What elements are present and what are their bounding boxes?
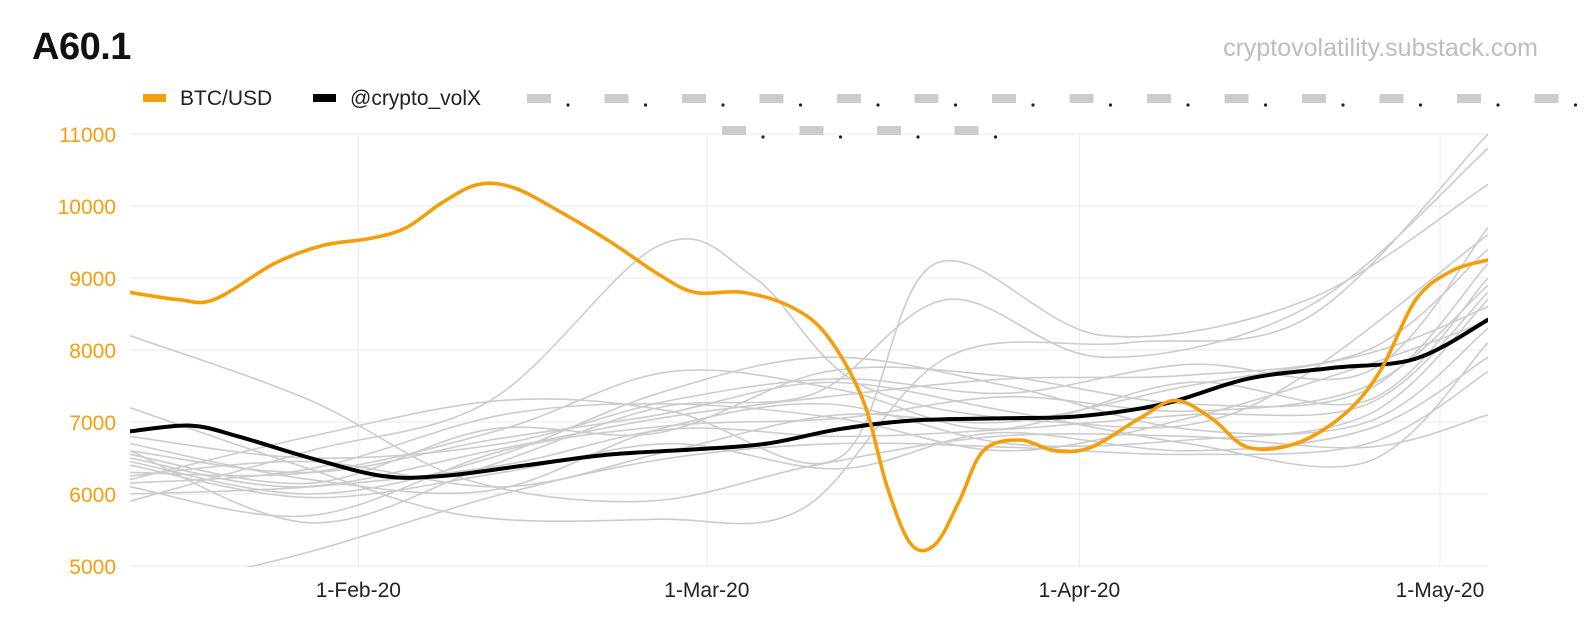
legend-dot-unlabeled: [1418, 103, 1423, 107]
legend-dot-unlabeled: [953, 103, 958, 107]
legend: BTC/USD @crypto_volX: [143, 87, 1578, 139]
legend-dot-unlabeled: [916, 135, 920, 139]
legend-swatch-unlabeled: [799, 126, 824, 135]
peer-series-line-6: [130, 248, 1488, 488]
peer-series-line-16: [130, 291, 1488, 495]
legend-label-btc-usd: BTC/USD: [180, 87, 272, 110]
legend-dot-unlabeled: [1496, 103, 1500, 107]
legend-dot-unlabeled: [721, 103, 725, 107]
x-tick-label: 1-May-20: [1396, 579, 1485, 602]
legend-dot-unlabeled: [798, 103, 803, 107]
peer-series-line-12: [130, 284, 1488, 518]
legend-swatch-unlabeled: [759, 94, 784, 103]
y-tick-label: 11000: [59, 124, 116, 147]
legend-dot-unlabeled: [1108, 103, 1113, 107]
y-tick-label: 10000: [58, 196, 116, 219]
legend-dot-unlabeled: [876, 103, 880, 107]
legend-swatch-unlabeled: [837, 94, 861, 103]
legend-dot-unlabeled: [1573, 103, 1578, 107]
legend-swatch-unlabeled: [992, 94, 1016, 103]
legend-label-crypto-volx: @crypto_volX: [350, 87, 481, 110]
peer-series-line-7: [130, 277, 1488, 477]
x-axis-ticks: 1-Feb-20 1-Mar-20 1-Apr-20 1-May-20: [316, 579, 1485, 602]
peer-series-line-18: [246, 370, 1488, 567]
gridlines: [130, 133, 1488, 567]
peer-series-line-8: [130, 299, 1488, 495]
legend-dot-unlabeled: [1341, 103, 1345, 107]
crypto-volx-series-line: [130, 317, 1488, 480]
x-tick-label: 1-Feb-20: [316, 579, 401, 602]
legend-swatch-unlabeled: [1224, 94, 1249, 103]
peer-series-line-9: [130, 320, 1488, 484]
btc-usd-series-line: [130, 181, 1488, 553]
legend-swatch-unlabeled: [1534, 94, 1559, 103]
legend-swatch-unlabeled: [877, 126, 901, 135]
legend-swatch-unlabeled: [527, 94, 551, 103]
chart-title: A60.1: [32, 26, 131, 68]
highlight-series-group: [130, 181, 1488, 553]
peer-series-line-15: [130, 227, 1488, 459]
legend-swatch-btc-usd: [143, 94, 166, 102]
source-credit: cryptovolatility.substack.com: [1223, 34, 1538, 62]
legend-swatch-unlabeled: [1457, 94, 1481, 103]
legend-swatch-unlabeled: [1302, 94, 1326, 103]
legend-dot-unlabeled: [838, 135, 843, 139]
legend-swatch-unlabeled: [954, 126, 979, 135]
y-tick-label: 9000: [69, 268, 116, 291]
legend-swatch-unlabeled: [722, 126, 746, 135]
y-axis-ticks: 5000 6000 7000 8000 9000 10000 11000: [58, 124, 116, 579]
legend-dot-unlabeled: [643, 103, 648, 107]
peer-series-line-4: [130, 147, 1488, 524]
peer-series-line-17: [130, 327, 1488, 495]
peer-series-line-11: [130, 342, 1488, 474]
y-tick-label: 8000: [69, 340, 116, 363]
y-tick-label: 7000: [69, 412, 116, 435]
peer-series-line-14: [130, 306, 1488, 488]
x-tick-label: 1-Mar-20: [664, 579, 749, 602]
legend-swatch-unlabeled: [604, 94, 629, 103]
legend-swatch-unlabeled: [682, 94, 706, 103]
y-tick-label: 5000: [69, 556, 116, 579]
peer-series-group: [130, 134, 1488, 567]
legend-swatch-unlabeled: [1379, 94, 1404, 103]
peer-series-line-5: [130, 183, 1488, 481]
legend-swatch-unlabeled: [1147, 94, 1171, 103]
legend-swatch-unlabeled: [1069, 94, 1094, 103]
legend-dot-unlabeled: [1263, 103, 1268, 107]
legend-dot-unlabeled: [566, 103, 570, 107]
legend-dot-unlabeled: [1031, 103, 1035, 107]
y-tick-label: 6000: [69, 484, 116, 507]
legend-swatch-unlabeled: [914, 94, 939, 103]
peer-series-line-13: [130, 263, 1488, 485]
legend-swatch-crypto-volx: [313, 94, 336, 102]
legend-dot-unlabeled: [761, 135, 765, 139]
legend-dot-unlabeled: [993, 135, 998, 139]
legend-dot-unlabeled: [1186, 103, 1190, 107]
x-tick-label: 1-Apr-20: [1039, 579, 1121, 602]
